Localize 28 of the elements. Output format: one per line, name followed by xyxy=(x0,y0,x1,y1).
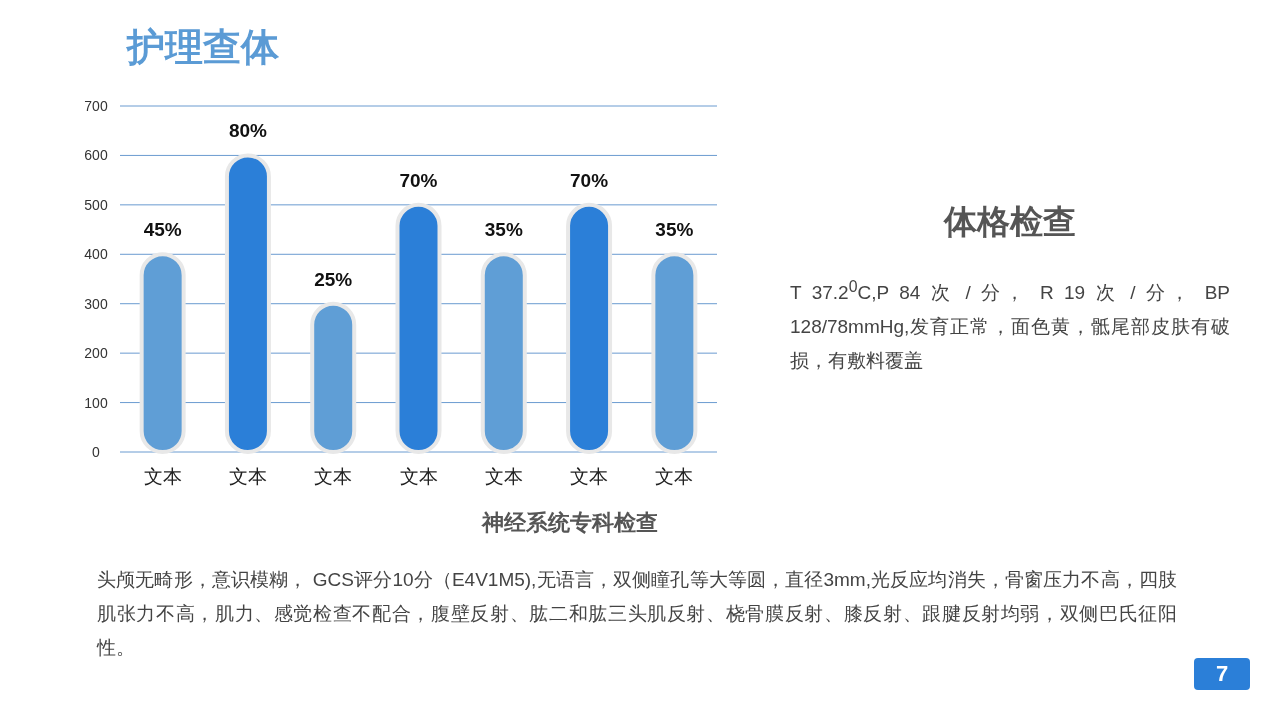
annotation: 80% xyxy=(228,120,268,142)
annotation: 70% xyxy=(570,169,609,191)
annotation: 35% xyxy=(484,219,523,241)
x-tick-label: 文本 xyxy=(314,466,353,487)
y-tick-label: 100 xyxy=(84,394,108,411)
x-tick-label: 文本 xyxy=(228,466,267,487)
annotation: 35% xyxy=(655,219,694,241)
x-tick-label: 文本 xyxy=(399,466,438,487)
y-tick-label: 700 xyxy=(84,98,108,114)
text: 7 xyxy=(1194,658,1250,690)
x-tick-label: 文本 xyxy=(570,466,609,487)
y-tick-label: 400 xyxy=(84,246,108,263)
y-tick-label: 600 xyxy=(84,147,108,164)
text: 头颅无畸形，意识模糊， GCS评分10分（E4V1M5),无语言，双侧瞳孔等大等圆，直径3mm,光反应均消失，骨窗压力不高，四肢肌张力不高，肌力、感觉检查不配合，腹壁反射、肱二和肱三头肌反射、桡骨膜反射、膝反射、跟腱反射均弱，双侧巴氏征阳性。 xyxy=(97,568,1177,660)
x-tick-label: 文本 xyxy=(143,466,182,487)
y-tick-label: 0 xyxy=(92,444,101,460)
annotation: 45% xyxy=(143,219,182,241)
annotation: 25% xyxy=(314,268,353,290)
text: 神经系统专科检查 xyxy=(480,509,659,537)
y-tick-label: 200 xyxy=(84,345,108,362)
y-tick-label: 500 xyxy=(84,196,108,213)
text: 体格检查 xyxy=(942,202,1077,242)
x-tick-label: 文本 xyxy=(484,466,523,487)
x-tick-label: 文本 xyxy=(655,466,694,487)
y-tick-label: 300 xyxy=(84,295,108,312)
title: 护理查体 xyxy=(127,26,279,68)
text: T 37.2$^{0}$C,P 84 次 / 分， R 19 次 / 分， BP 128/78mmHg,发育正常，面色黄，骶尾部皮肤有破损，有敷料覆盖 xyxy=(790,277,1230,374)
annotation: 70% xyxy=(399,169,438,191)
